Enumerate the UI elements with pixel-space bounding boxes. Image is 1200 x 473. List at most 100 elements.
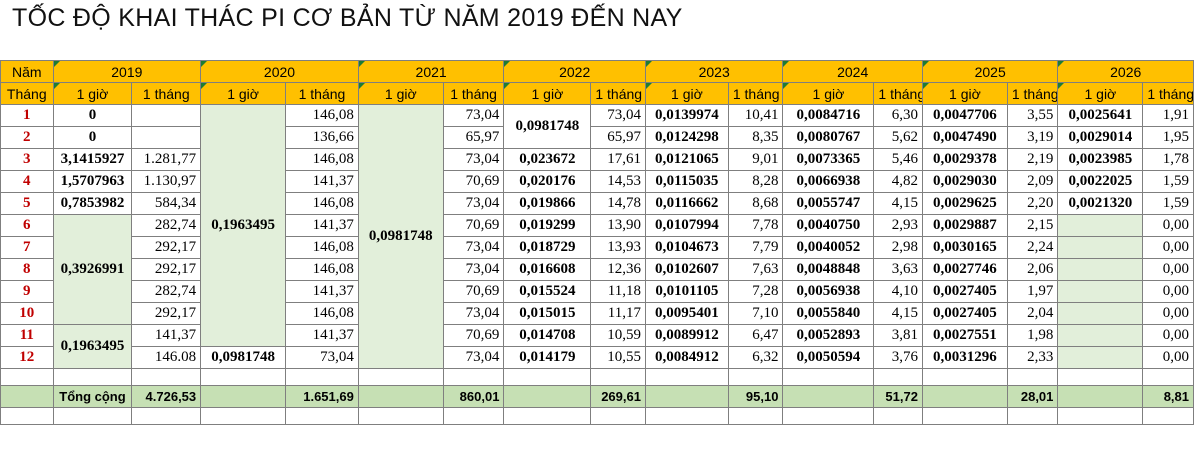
monthly-2026: 0,00 [1142,214,1194,237]
month-number: 11 [0,324,54,347]
empty-cell [782,368,875,386]
rate-2024: 0,0052893 [782,324,875,347]
total-value-2024: 51,72 [873,385,923,408]
monthly-2023: 7,78 [727,214,784,237]
year-2019: 2019 [52,60,202,83]
empty-cell [503,385,592,408]
monthly-2022: 12,36 [590,258,646,281]
monthly-2020: 146,08 [285,148,359,171]
monthly-2019: 292,17 [131,258,202,281]
rate-2025: 0,0029030 [921,170,1008,193]
rate-2022: 0,016608 [503,258,592,281]
total-value-2025: 28,01 [1006,385,1059,408]
empty-cell [357,385,444,408]
monthly-2023: 7,10 [727,302,784,325]
monthly-2025: 2,33 [1006,346,1059,369]
spacer-row [0,407,1194,425]
table-wrap: Năm 2019 2020 2021 2022 2023 2024 2025 2026 Tháng… [0,60,1200,473]
rate-2026 [1057,214,1144,237]
monthly-2026: 1,78 [1142,148,1194,171]
monthly-2022: 17,61 [590,148,646,171]
rate-2025: 0,0027405 [921,280,1008,303]
empty-cell [1006,368,1059,386]
monthly-2024: 4,10 [873,280,923,303]
monthly-2026: 0,00 [1142,302,1194,325]
month-number: 5 [0,192,54,215]
table-row: 11 0,1963495 141,37 141,37 70,69 0,014708 10,5… [0,324,1194,369]
year-2026: 2026 [1057,60,1194,83]
rate-2024: 0,0055747 [782,192,875,215]
monthly-2020: 146,08 [285,258,359,281]
rate-2025: 0,0029887 [921,214,1008,237]
monthly-2020: 136,66 [285,126,359,149]
total-value-2026: 8,81 [1142,385,1194,408]
monthly-2019: 292,17 [131,302,202,325]
monthly-2022: 13,93 [590,236,646,259]
monthly-2020: 141,37 [285,214,359,237]
monthly-2023: 8,68 [727,192,784,215]
month-number: 2 [0,126,54,149]
monthly-2025: 3,55 [1006,104,1059,127]
nam-label: Năm [0,60,54,83]
empty-cell [200,385,287,408]
month-header-2021: 1 tháng [442,82,505,105]
monthly-2024: 4,15 [873,302,923,325]
empty-cell [921,385,1008,408]
year-2020: 2020 [200,60,359,83]
rate-2025: 0,0030165 [921,236,1008,259]
year-2022: 2022 [503,60,646,83]
rate-2026: 0,0021320 [1057,192,1144,215]
year-2024: 2024 [782,60,923,83]
rate-2023: 0,0084912 [644,346,729,369]
rate-2025: 0,0047490 [921,126,1008,149]
rate-2026: 0,0025641 [1057,104,1144,127]
rate-2022: 0,019299 [503,214,592,237]
monthly-2021: 73,04 [442,258,505,281]
year-2023: 2023 [644,60,784,83]
monthly-2026: 0,00 [1142,236,1194,259]
monthly-2023: 9,01 [727,148,784,171]
monthly-2022: 10,59 [590,324,646,347]
total-value-2020: 1.651,69 [285,385,359,408]
empty-cell [1142,407,1194,425]
empty-cell [52,407,133,425]
monthly-2022: 65,97 [590,126,646,149]
rate-2026 [1057,302,1144,325]
monthly-2020: 73,04 [285,346,359,369]
monthly-2026: 1,59 [1142,192,1194,215]
rate-2019: 0,1963495 [52,324,133,369]
rate-2021: 0,0981748 [357,104,444,369]
monthly-2023: 8,28 [727,170,784,193]
hour-header-2019: 1 giờ [52,82,133,105]
monthly-2025: 2,09 [1006,170,1059,193]
monthly-2024: 2,98 [873,236,923,259]
empty-cell [357,407,444,425]
monthly-2024: 3,63 [873,258,923,281]
monthly-2025: 1,98 [1006,324,1059,347]
hour-header-2024: 1 giờ [782,82,875,105]
monthly-2025: 1,97 [1006,280,1059,303]
monthly-2021: 73,04 [442,346,505,369]
empty-cell [1006,407,1059,425]
empty-cell [1057,385,1144,408]
rate-2022: 0,023672 [503,148,592,171]
monthly-2026: 0,00 [1142,280,1194,303]
monthly-2021: 70,69 [442,280,505,303]
rate-2024: 0,0084716 [782,104,875,127]
year-2025: 2025 [921,60,1059,83]
monthly-2026: 1,59 [1142,170,1194,193]
table-row: 6 0,3926991 282,74 141,37 70,69 0,019299 13,90… [0,214,1194,325]
monthly-2024: 3,81 [873,324,923,347]
monthly-2026: 1,91 [1142,104,1194,127]
rate-2024: 0,0080767 [782,126,875,149]
month-number: 6 [0,214,54,237]
monthly-2023: 7,28 [727,280,784,303]
rate-2023: 0,0089912 [644,324,729,347]
month-number: 9 [0,280,54,303]
monthly-2022: 14,78 [590,192,646,215]
empty-cell [782,385,875,408]
rate-2024: 0,0073365 [782,148,875,171]
empty-cell [0,368,54,386]
rate-2026 [1057,324,1144,347]
monthly-2020: 141,37 [285,170,359,193]
